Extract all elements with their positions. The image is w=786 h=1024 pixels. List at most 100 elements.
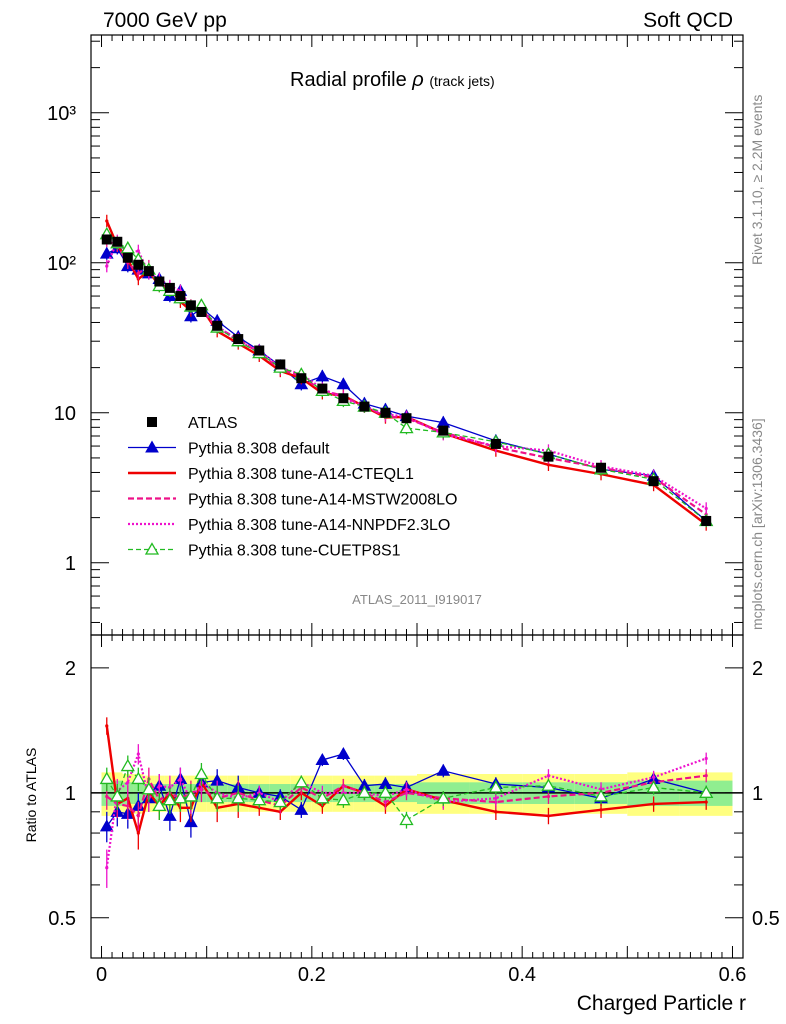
ratio-data-point xyxy=(231,791,246,804)
y-tick-label: 10² xyxy=(47,253,76,275)
atlas-data-point xyxy=(143,266,154,277)
ratio-data-point xyxy=(494,796,498,800)
ratio-data-point xyxy=(494,810,498,814)
atlas-data-point xyxy=(212,320,223,331)
ratio-data-point xyxy=(105,866,109,870)
ratio-y-tick-label-right: 1 xyxy=(752,783,763,805)
y-tick-label: 10³ xyxy=(47,103,76,125)
ratio-data-point xyxy=(163,808,177,821)
ratio-data-point xyxy=(152,798,167,812)
mcplots-label: mcplots.cern.ch [arXiv:1306.3436] xyxy=(749,418,765,630)
ratio-data-point xyxy=(99,819,114,832)
ratio-data-point xyxy=(141,781,156,795)
data-point xyxy=(315,369,330,382)
x-tick-label: 0.4 xyxy=(508,964,536,986)
atlas-data-point xyxy=(112,236,123,247)
ratio-data-point xyxy=(436,791,451,804)
rivet-label: Rivet 3.1.10, ≥ 2.2M events xyxy=(749,95,765,265)
ratio-data-point xyxy=(336,792,351,806)
ratio-data-point xyxy=(541,778,556,791)
ratio-data-point xyxy=(704,774,708,778)
atlas-data-point xyxy=(438,425,449,436)
atlas-data-point xyxy=(543,451,554,462)
ratio-data-point xyxy=(136,814,140,818)
data-point xyxy=(105,219,109,223)
ratio-data-point xyxy=(699,785,714,798)
ratio-data-point xyxy=(273,794,288,808)
ratio-y-tick-label: 1 xyxy=(65,783,76,805)
ratio-y-tick-label: 2 xyxy=(65,658,76,680)
atlas-data-point xyxy=(101,234,112,245)
x-tick-label: 0.6 xyxy=(719,964,747,986)
ratio-data-point xyxy=(136,831,140,835)
x-axis-title: Charged Particle r xyxy=(577,992,746,1015)
header-right: Soft QCD xyxy=(643,9,733,32)
atlas-data-point xyxy=(648,476,659,487)
ratio-data-point xyxy=(704,800,708,804)
ratio-data-point xyxy=(315,791,330,804)
ratio-data-point xyxy=(546,774,551,778)
main-plot-title: Radial profile ρ (track jets) xyxy=(290,69,495,91)
atlas-data-point xyxy=(185,300,196,311)
atlas-data-point xyxy=(296,373,307,384)
atlas-data-point xyxy=(338,393,349,404)
y-tick-label: 1 xyxy=(65,553,76,575)
x-tick-label: 0 xyxy=(96,964,107,986)
ratio-data-point xyxy=(488,780,503,793)
ratio-series-line xyxy=(106,764,707,821)
atlas-data-point xyxy=(164,282,175,293)
ratio-data-point xyxy=(294,802,309,815)
ratio-data-point xyxy=(436,763,451,776)
data-point xyxy=(399,420,414,434)
atlas-data-point xyxy=(196,306,207,317)
ratio-data-point xyxy=(404,787,409,791)
ratio-data-point xyxy=(178,777,182,781)
data-point xyxy=(704,506,708,511)
ratio-data-point xyxy=(126,804,130,808)
ratio-data-point xyxy=(120,758,135,772)
ratio-data-point xyxy=(162,792,177,806)
ratio-data-point xyxy=(210,791,225,804)
atlas-data-point xyxy=(154,276,165,287)
ratio-data-point xyxy=(194,766,209,780)
atlas-data-point xyxy=(317,383,328,394)
ratio-data-point xyxy=(110,789,125,802)
atlas-data-point xyxy=(380,407,391,418)
data-point xyxy=(99,246,114,259)
data-point xyxy=(546,463,551,467)
legend-label: Pythia 8.308 tune-A14-MSTW2008LO xyxy=(188,492,457,509)
ratio-data-point xyxy=(131,771,146,785)
legend-label: Pythia 8.308 tune-A14-CTEQL1 xyxy=(188,466,414,483)
legend-label: ATLAS xyxy=(188,415,238,432)
legend-marker xyxy=(144,542,160,555)
ratio-data-point xyxy=(378,785,393,798)
ratio-data-point xyxy=(593,789,609,802)
ratio-y-tick-label-right: 0.5 xyxy=(752,908,780,930)
ratio-data-point xyxy=(546,794,551,799)
ratio-data-point xyxy=(183,789,199,802)
ratio-series-line xyxy=(105,750,707,868)
atlas-data-point xyxy=(254,345,265,356)
ratio-data-point xyxy=(126,780,130,784)
ratio-data-point xyxy=(704,756,708,761)
atlas-data-point xyxy=(359,401,370,412)
atlas-data-point xyxy=(133,259,144,270)
ratio-data-point xyxy=(646,780,661,793)
atlas-data-point xyxy=(233,334,244,345)
ratio-data-point xyxy=(336,747,351,760)
legend-marker-atlas xyxy=(147,417,157,427)
legend-marker xyxy=(145,440,159,453)
atlas-data-point xyxy=(122,252,133,263)
ratio-data-point xyxy=(173,791,188,804)
atlas-data-point xyxy=(490,438,501,449)
ratio-data-point xyxy=(315,752,330,765)
data-point xyxy=(136,271,140,275)
legend: ATLAS Pythia 8.308 default Pythia 8.308 tu… xyxy=(128,415,457,560)
ratio-data-point xyxy=(546,814,551,818)
data-point xyxy=(105,264,109,268)
atlas-data-point xyxy=(401,413,412,424)
ratio-data-point xyxy=(652,802,656,806)
ratio-data-point xyxy=(105,794,109,799)
ratio-series-line xyxy=(106,774,707,818)
